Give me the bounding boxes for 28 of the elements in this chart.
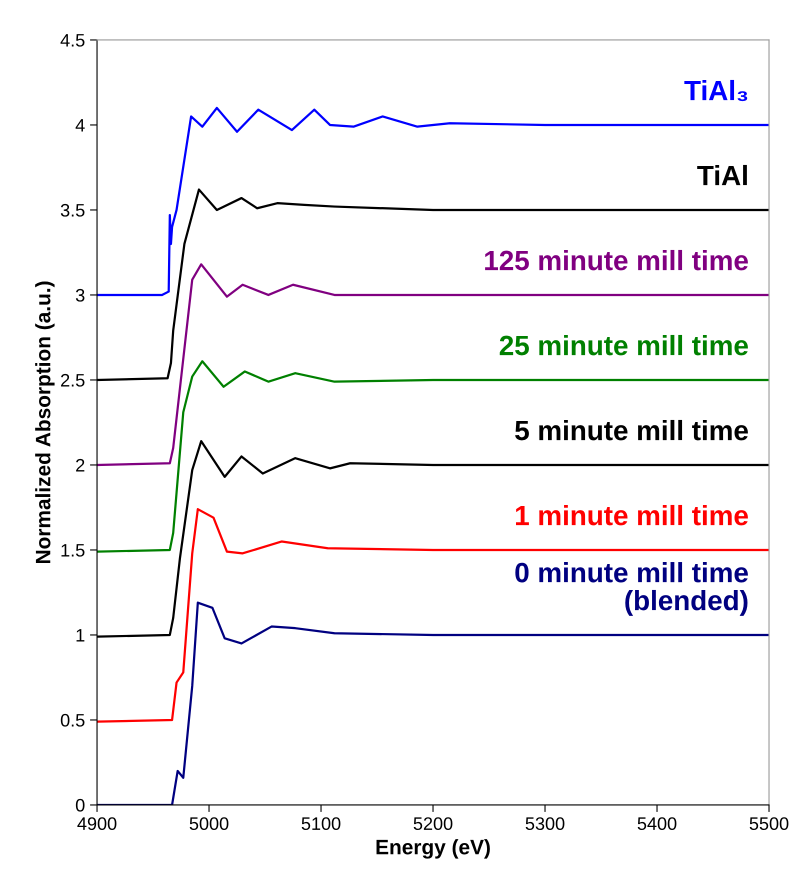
- line-series: [97, 106, 770, 296]
- y-tick-label: 3.5: [60, 204, 84, 217]
- line-series: [97, 360, 770, 553]
- x-tick-label: 5400: [638, 817, 676, 830]
- series-label: 5 minute mill time: [515, 420, 748, 440]
- x-tick-label: 4900: [77, 817, 116, 830]
- series-label: 0 minute mill time (blended): [515, 562, 748, 616]
- series-label: 1 minute mill time: [516, 504, 748, 526]
- y-tick-label: 0.5: [60, 714, 84, 727]
- x-tick-label: 5200: [414, 817, 452, 830]
- y-tick-label: 4: [76, 119, 85, 132]
- y-tick-label: 2.5: [61, 374, 84, 387]
- series-label: TiAl₃: [684, 80, 748, 102]
- series-label: TiAl: [697, 164, 747, 186]
- x-tick-label: 5000: [190, 817, 228, 830]
- y-tick-label: 1.5: [62, 544, 84, 557]
- y-tick-label: 3: [76, 288, 84, 302]
- y-tick-label: 1: [76, 629, 84, 642]
- series-label: 25 minute mill time: [500, 334, 748, 356]
- x-tick-label: 5100: [302, 817, 340, 830]
- x-tick-label: 5300: [526, 817, 564, 830]
- y-tick-label: 4.5: [60, 34, 84, 47]
- y-axis-title: Normalized Absorption (a.u.): [35, 282, 55, 564]
- y-tick-label: 2: [76, 458, 84, 472]
- x-tick-label: 5500: [750, 817, 788, 830]
- series-label: 125 minute mill time: [485, 250, 748, 270]
- x-axis-title: Energy (eV): [376, 839, 490, 859]
- y-tick-label: 0: [76, 798, 85, 812]
